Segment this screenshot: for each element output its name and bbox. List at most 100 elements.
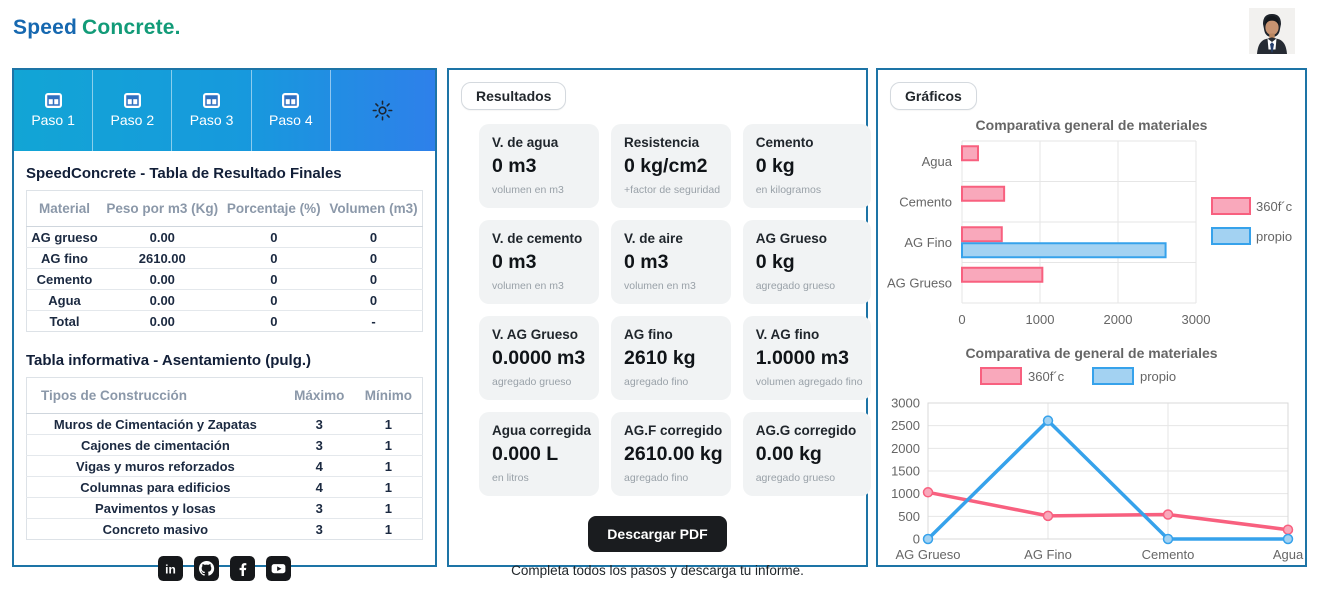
svg-text:2000: 2000 xyxy=(1104,312,1133,327)
card-value: 1.0000 m3 xyxy=(755,347,849,369)
results-table: Material Peso por m3 (Kg) Porcentaje (%) Vo… xyxy=(26,190,423,332)
card-value: 2610 kg xyxy=(624,347,696,369)
table-cell: Cemento xyxy=(26,268,102,290)
card-value: 0.00 kg xyxy=(755,443,822,465)
app-logo: Speed Concrete. xyxy=(13,16,181,40)
table-cell: 0 xyxy=(325,268,423,290)
column-header: Tipos de Construcción xyxy=(26,377,284,414)
results-table-title: SpeedConcrete - Tabla de Resultado Final… xyxy=(26,165,342,182)
table-row: AG grueso 0.00 0 0 xyxy=(27,227,423,248)
table-row: AG fino 2610.00 0 0 xyxy=(26,247,423,269)
results-badge: Resultados xyxy=(461,82,567,110)
table-row: Pavimentos y losas 3 1 xyxy=(26,497,423,519)
table-row: Concreto masivo 3 1 xyxy=(26,518,423,540)
card-value: 0 kg xyxy=(755,155,795,177)
result-card: V. de aire 0 m3 volumen en m3 xyxy=(611,220,731,304)
step-label: Paso 3 xyxy=(189,112,234,128)
social-links: in xyxy=(14,556,435,586)
card-subtitle: volumen agregado fino xyxy=(755,376,863,388)
table-row: Cemento 0.00 0 0 xyxy=(26,268,423,290)
card-value: 0.000 L xyxy=(492,443,559,465)
table-cell: 0.00 xyxy=(101,310,223,332)
svg-text:360f´c: 360f´c xyxy=(1256,199,1293,214)
column-header: Peso por m3 (Kg) xyxy=(101,190,223,227)
table-cell: 3 xyxy=(283,434,355,456)
youtube-link[interactable] xyxy=(266,556,291,586)
table-cell: 4 xyxy=(283,476,355,498)
line-chart-title: Comparativa de general de materiales xyxy=(965,345,1218,361)
svg-text:3000: 3000 xyxy=(1182,312,1211,327)
table-cell: 1 xyxy=(354,455,423,477)
card-subtitle: agregado fino xyxy=(624,376,689,388)
charts-panel: Gráficos Comparativa general de material… xyxy=(876,68,1307,567)
table-cell: 0 xyxy=(369,229,378,245)
table-row: Agua 0.00 0 0 xyxy=(26,289,423,311)
card-title: V. de agua xyxy=(492,135,559,150)
card-subtitle: agregado grueso xyxy=(755,280,836,292)
card-value: 2610.00 kg xyxy=(624,443,723,465)
svg-text:propio: propio xyxy=(1256,229,1292,244)
svg-text:Agua: Agua xyxy=(1273,547,1304,562)
card-value: 0 kg/cm2 xyxy=(624,155,708,177)
step-tab-paso-3[interactable]: Paso 3 xyxy=(172,70,252,151)
table-cell: Total xyxy=(26,310,102,332)
step-tab-paso-4[interactable]: Paso 4 xyxy=(252,70,331,151)
github-icon xyxy=(194,556,219,581)
download-note: Completa todos los pasos y descarga tu i… xyxy=(511,563,804,578)
table-cell: Columnas para edificios xyxy=(26,476,284,498)
facebook-link[interactable] xyxy=(230,556,255,586)
table-cell: 0 xyxy=(325,247,423,269)
table-cell: 1 xyxy=(354,497,423,519)
card-subtitle: agregado fino xyxy=(624,472,689,484)
card-value: 0 m3 xyxy=(624,251,669,273)
top-bar: Speed Concrete. xyxy=(0,0,1319,68)
table-cell: 0 xyxy=(325,289,423,311)
table-cell: 3 xyxy=(315,416,323,432)
svg-text:Cemento: Cemento xyxy=(1142,547,1195,562)
table-cell: AG fino xyxy=(26,247,102,269)
table-icon xyxy=(44,93,62,108)
github-link[interactable] xyxy=(194,556,219,586)
table-cell: Concreto masivo xyxy=(26,518,284,540)
card-title: AG.F corregido xyxy=(624,423,723,438)
facebook-icon xyxy=(230,556,255,581)
charts-badge: Gráficos xyxy=(890,82,977,110)
table-row: Vigas y muros reforzados 4 1 xyxy=(26,455,423,477)
svg-text:1000: 1000 xyxy=(891,486,920,501)
card-title: V. AG fino xyxy=(755,327,820,342)
card-title: Cemento xyxy=(755,135,814,150)
svg-text:Agua: Agua xyxy=(922,154,953,169)
table-cell: 3 xyxy=(283,518,355,540)
table-icon xyxy=(123,93,141,108)
linkedin-link[interactable]: in xyxy=(158,556,183,586)
user-avatar[interactable] xyxy=(1249,8,1295,54)
step-tab-paso-1[interactable]: Paso 1 xyxy=(14,70,94,151)
youtube-icon xyxy=(266,556,291,581)
column-header: Material xyxy=(26,190,102,227)
linkedin-icon: in xyxy=(158,556,183,581)
brand-word-concrete: Concrete. xyxy=(82,16,181,39)
table-cell: 4 xyxy=(283,455,355,477)
card-subtitle: en kilogramos xyxy=(755,184,822,196)
column-header: Volumen (m3) xyxy=(325,190,423,227)
table-cell: - xyxy=(325,310,423,332)
table-cell: 0 xyxy=(222,247,326,269)
card-title: Resistencia xyxy=(624,135,700,150)
card-title: AG fino xyxy=(624,327,673,342)
svg-text:2500: 2500 xyxy=(891,418,920,433)
table-cell: Vigas y muros reforzados xyxy=(26,455,284,477)
table-cell: AG grueso xyxy=(31,229,98,245)
table-icon xyxy=(203,93,221,108)
result-card: AG.F corregido 2610.00 kg agregado fino xyxy=(611,412,731,496)
card-subtitle: volumen en m3 xyxy=(492,184,564,196)
svg-text:360f´c: 360f´c xyxy=(1028,369,1065,384)
theme-toggle[interactable] xyxy=(331,70,435,151)
table-cell: 0 xyxy=(270,229,278,245)
step-tab-paso-2[interactable]: Paso 2 xyxy=(93,70,173,151)
table-icon xyxy=(282,93,300,108)
bar-chart: Agua Cemento AG Fino AG Grueso 0 1000 2000 3000… xyxy=(878,135,1305,338)
svg-text:AG Grueso: AG Grueso xyxy=(887,275,952,290)
download-pdf-button[interactable]: Descargar PDF xyxy=(588,516,727,552)
card-subtitle: +factor de seguridad xyxy=(624,184,721,196)
svg-text:0: 0 xyxy=(913,532,920,547)
